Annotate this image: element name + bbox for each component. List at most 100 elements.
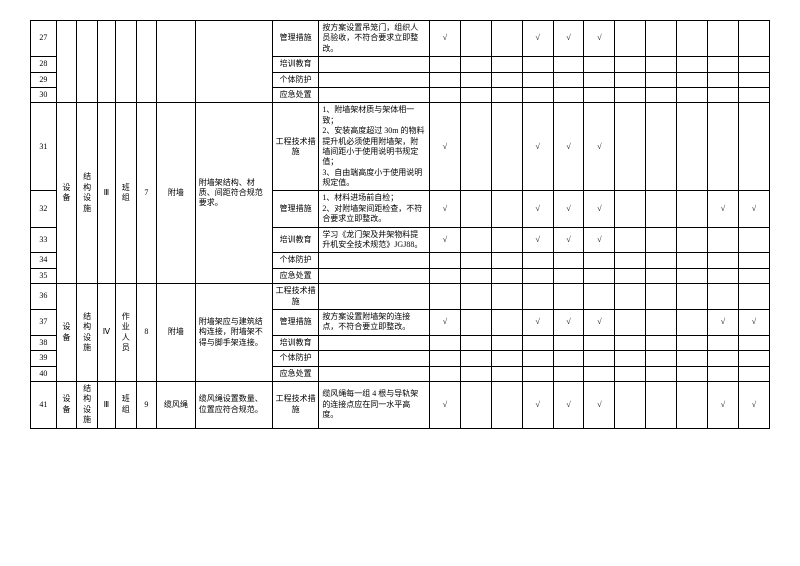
row-number: 35 bbox=[31, 268, 57, 283]
check-cell-9 bbox=[708, 253, 739, 268]
check-cell-0: √ bbox=[430, 309, 461, 335]
col-team: 班组 bbox=[115, 381, 136, 428]
check-cell-3 bbox=[522, 351, 553, 366]
check-cell-3: √ bbox=[522, 21, 553, 57]
col-measure-detail: 1、材料进场前自检；2、对附墙架间距检查，不符合要求立即整改。 bbox=[319, 191, 430, 227]
col-level: Ⅲ bbox=[97, 381, 115, 428]
check-cell-0 bbox=[430, 284, 461, 310]
check-cell-0 bbox=[430, 87, 461, 102]
check-cell-3 bbox=[522, 253, 553, 268]
col-measure-type: 应急处置 bbox=[272, 366, 318, 381]
check-cell-4: √ bbox=[553, 381, 584, 428]
check-cell-7 bbox=[646, 284, 677, 310]
check-cell-10 bbox=[738, 284, 769, 310]
check-cell-2 bbox=[491, 366, 522, 381]
check-cell-10 bbox=[738, 351, 769, 366]
inspection-table: 27管理措施按方案设置吊笼门，组织人员验收，不符合要求立即整改。√√√√28培训… bbox=[30, 20, 770, 429]
check-cell-1 bbox=[460, 72, 491, 87]
check-cell-6 bbox=[615, 72, 646, 87]
col-seq: 8 bbox=[136, 284, 157, 382]
check-cell-2 bbox=[491, 309, 522, 335]
check-cell-5: √ bbox=[584, 103, 615, 191]
check-cell-5 bbox=[584, 284, 615, 310]
check-cell-8 bbox=[677, 103, 708, 191]
check-cell-6 bbox=[615, 366, 646, 381]
check-cell-9 bbox=[708, 335, 739, 350]
check-cell-4 bbox=[553, 351, 584, 366]
check-cell-7 bbox=[646, 253, 677, 268]
col-measure-type: 工程技术措施 bbox=[272, 284, 318, 310]
col-measure-type: 个体防护 bbox=[272, 253, 318, 268]
check-cell-5: √ bbox=[584, 191, 615, 227]
col-equipment bbox=[56, 21, 77, 103]
row-number: 36 bbox=[31, 284, 57, 310]
check-cell-10: √ bbox=[738, 191, 769, 227]
check-cell-4 bbox=[553, 335, 584, 350]
check-cell-2 bbox=[491, 268, 522, 283]
col-seq: 9 bbox=[136, 381, 157, 428]
check-cell-7 bbox=[646, 57, 677, 72]
check-cell-9: √ bbox=[708, 191, 739, 227]
col-measure-detail: 缆风绳每一组 4 根与导轨架的连接点应在同一水平高度。 bbox=[319, 381, 430, 428]
check-cell-8 bbox=[677, 284, 708, 310]
row-number: 31 bbox=[31, 103, 57, 191]
check-cell-1 bbox=[460, 268, 491, 283]
check-cell-8 bbox=[677, 253, 708, 268]
check-cell-10 bbox=[738, 366, 769, 381]
check-cell-5 bbox=[584, 366, 615, 381]
check-cell-4 bbox=[553, 366, 584, 381]
check-cell-3: √ bbox=[522, 191, 553, 227]
check-cell-1 bbox=[460, 284, 491, 310]
col-measure-type: 培训教育 bbox=[272, 57, 318, 72]
col-seq bbox=[136, 21, 157, 103]
check-cell-2 bbox=[491, 21, 522, 57]
check-cell-1 bbox=[460, 103, 491, 191]
col-measure-detail bbox=[319, 87, 430, 102]
check-cell-2 bbox=[491, 253, 522, 268]
check-cell-9 bbox=[708, 72, 739, 87]
check-cell-3: √ bbox=[522, 103, 553, 191]
check-cell-6 bbox=[615, 253, 646, 268]
check-cell-5 bbox=[584, 87, 615, 102]
check-cell-1 bbox=[460, 87, 491, 102]
col-measure-type: 工程技术措施 bbox=[272, 381, 318, 428]
check-cell-5 bbox=[584, 253, 615, 268]
check-cell-7 bbox=[646, 351, 677, 366]
check-cell-9 bbox=[708, 57, 739, 72]
check-cell-2 bbox=[491, 284, 522, 310]
check-cell-5: √ bbox=[584, 309, 615, 335]
check-cell-7 bbox=[646, 381, 677, 428]
row-number: 39 bbox=[31, 351, 57, 366]
check-cell-0: √ bbox=[430, 21, 461, 57]
check-cell-10 bbox=[738, 72, 769, 87]
col-measure-detail bbox=[319, 284, 430, 310]
col-equipment: 设备 bbox=[56, 103, 77, 284]
check-cell-0: √ bbox=[430, 191, 461, 227]
check-cell-6 bbox=[615, 309, 646, 335]
check-cell-6 bbox=[615, 335, 646, 350]
col-team bbox=[115, 21, 136, 103]
check-cell-7 bbox=[646, 191, 677, 227]
check-cell-5 bbox=[584, 57, 615, 72]
check-cell-6 bbox=[615, 87, 646, 102]
check-cell-4 bbox=[553, 253, 584, 268]
col-measure-type: 个体防护 bbox=[272, 72, 318, 87]
col-measure-type: 应急处置 bbox=[272, 268, 318, 283]
check-cell-0: √ bbox=[430, 381, 461, 428]
check-cell-6 bbox=[615, 57, 646, 72]
col-measure-detail: 按方案设置吊笼门，组织人员验收，不符合要求立即整改。 bbox=[319, 21, 430, 57]
check-cell-6 bbox=[615, 227, 646, 253]
col-measure-detail bbox=[319, 57, 430, 72]
check-cell-1 bbox=[460, 366, 491, 381]
row-number: 38 bbox=[31, 335, 57, 350]
col-item: 附墙 bbox=[157, 284, 196, 382]
check-cell-7 bbox=[646, 87, 677, 102]
check-cell-3 bbox=[522, 72, 553, 87]
check-cell-3 bbox=[522, 366, 553, 381]
check-cell-1 bbox=[460, 227, 491, 253]
col-measure-type: 管理措施 bbox=[272, 309, 318, 335]
check-cell-2 bbox=[491, 57, 522, 72]
check-cell-4 bbox=[553, 87, 584, 102]
check-cell-4: √ bbox=[553, 227, 584, 253]
check-cell-5: √ bbox=[584, 21, 615, 57]
